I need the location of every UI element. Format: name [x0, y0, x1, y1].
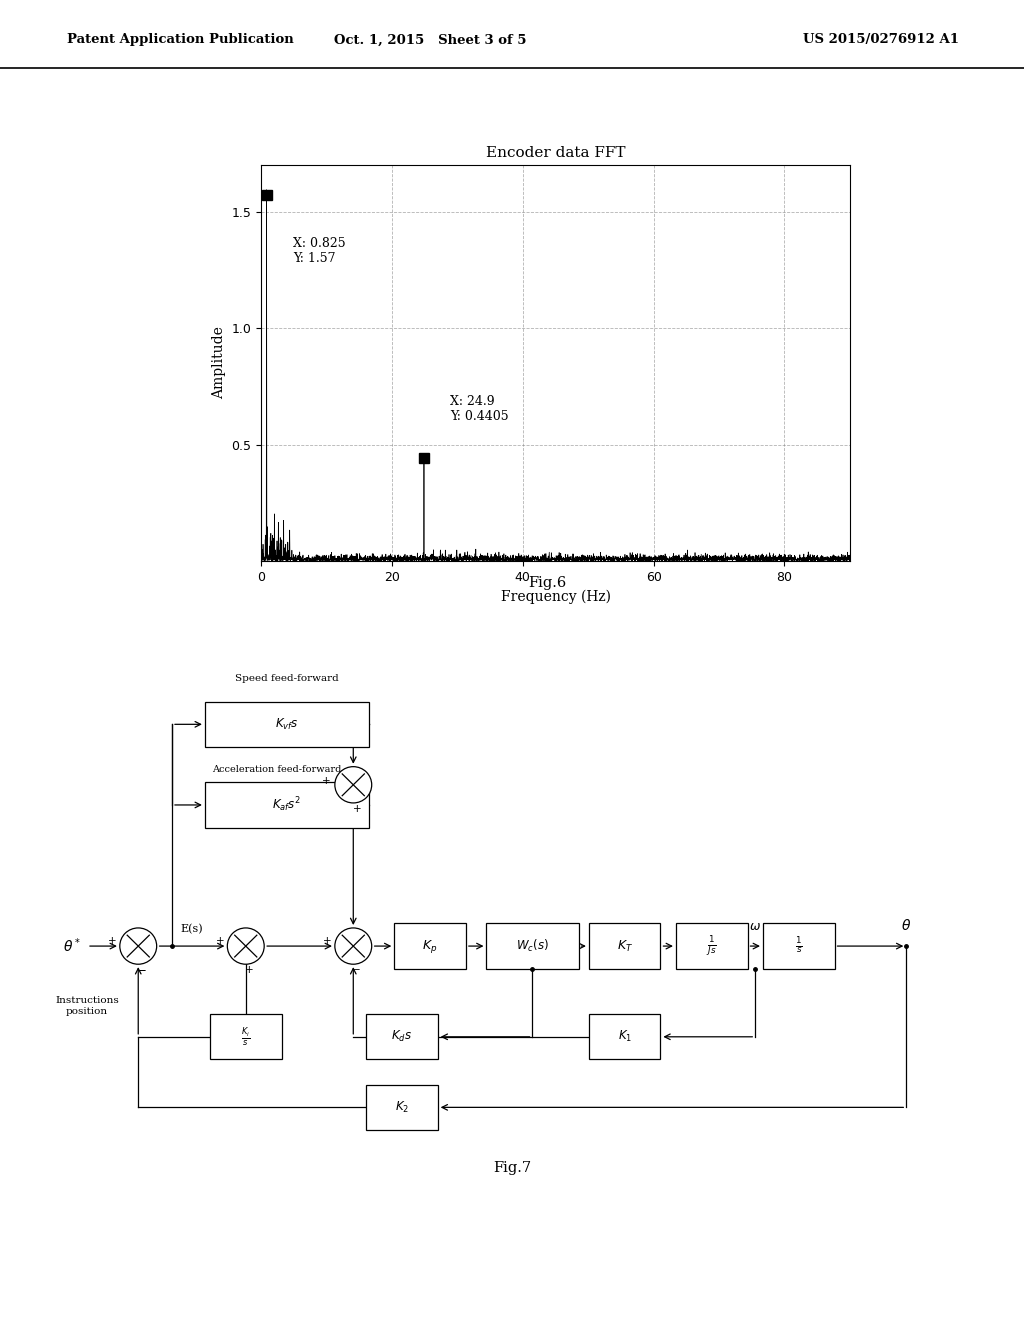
- Text: Instructions
position: Instructions position: [55, 997, 119, 1016]
- Bar: [205, 783, 369, 828]
- Bar: [367, 1085, 438, 1130]
- Bar: [210, 1014, 282, 1060]
- Text: +: +: [109, 936, 117, 946]
- Text: $K_2$: $K_2$: [395, 1100, 409, 1115]
- Bar: [676, 924, 748, 969]
- Bar: [763, 924, 835, 969]
- Text: X: 24.9
Y: 0.4405: X: 24.9 Y: 0.4405: [451, 396, 509, 424]
- Circle shape: [120, 928, 157, 964]
- Text: $K_p$: $K_p$: [423, 937, 437, 954]
- X-axis label: Frequency (Hz): Frequency (Hz): [501, 589, 610, 603]
- Text: +: +: [323, 776, 331, 785]
- Text: $\omega$: $\omega$: [750, 920, 761, 933]
- Text: $W_c(s)$: $W_c(s)$: [516, 939, 549, 954]
- Bar: [589, 1014, 660, 1060]
- Text: Speed feed-forward: Speed feed-forward: [234, 675, 339, 684]
- Text: $\theta$: $\theta$: [901, 917, 911, 933]
- Bar: [205, 702, 369, 747]
- Text: $\theta^*$: $\theta^*$: [62, 937, 81, 956]
- Title: Encoder data FFT: Encoder data FFT: [485, 145, 626, 160]
- Y-axis label: Amplitude: Amplitude: [212, 326, 226, 400]
- Circle shape: [335, 767, 372, 803]
- Text: Oct. 1, 2015   Sheet 3 of 5: Oct. 1, 2015 Sheet 3 of 5: [334, 33, 526, 46]
- Text: Patent Application Publication: Patent Application Publication: [67, 33, 293, 46]
- Text: +: +: [216, 936, 224, 946]
- Text: −: −: [352, 965, 360, 975]
- Text: Acceleration feed-forward: Acceleration feed-forward: [212, 766, 341, 774]
- Text: $\frac{1}{s}$: $\frac{1}{s}$: [795, 936, 803, 956]
- Text: Fig.7: Fig.7: [493, 1162, 531, 1175]
- Circle shape: [335, 928, 372, 964]
- Circle shape: [227, 928, 264, 964]
- Text: $K_d s$: $K_d s$: [391, 1030, 413, 1044]
- Bar: [589, 924, 660, 969]
- Text: E(s): E(s): [180, 924, 204, 935]
- Text: +: +: [353, 804, 361, 814]
- Bar: [367, 1014, 438, 1060]
- Text: X: 0.825
Y: 1.57: X: 0.825 Y: 1.57: [293, 238, 345, 265]
- Text: $\frac{K_i}{s}$: $\frac{K_i}{s}$: [241, 1026, 251, 1048]
- Text: Fig.6: Fig.6: [528, 577, 567, 590]
- Text: $K_{af}s^2$: $K_{af}s^2$: [272, 796, 301, 814]
- Text: +: +: [324, 936, 332, 946]
- Text: $K_1$: $K_1$: [617, 1030, 632, 1044]
- Bar: [486, 924, 579, 969]
- Bar: [394, 924, 466, 969]
- Text: US 2015/0276912 A1: US 2015/0276912 A1: [803, 33, 958, 46]
- Text: −: −: [136, 964, 146, 977]
- Text: $K_T$: $K_T$: [616, 939, 633, 953]
- Text: +: +: [245, 965, 253, 975]
- Text: $\frac{1}{Js}$: $\frac{1}{Js}$: [707, 935, 717, 958]
- Text: $K_{vf}s$: $K_{vf}s$: [274, 717, 299, 731]
